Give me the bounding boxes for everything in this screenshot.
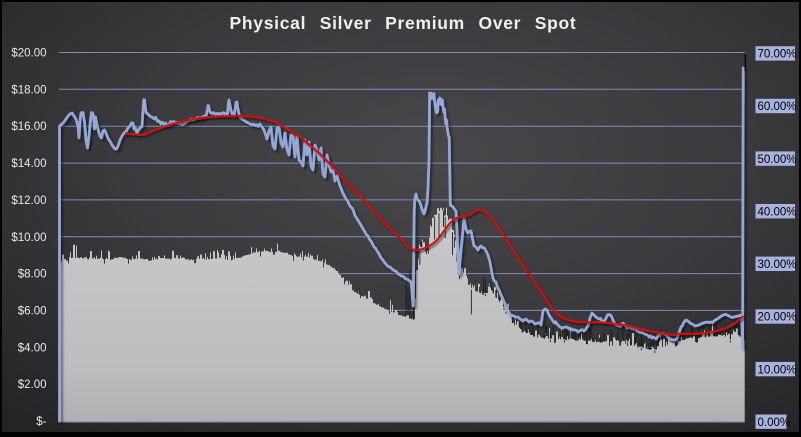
svg-text:0.00%: 0.00% [758, 417, 791, 429]
svg-text:$16.00: $16.00 [11, 121, 46, 133]
svg-text:10.00%: 10.00% [758, 364, 797, 376]
svg-text:$2.00: $2.00 [18, 379, 47, 391]
svg-text:$6.00: $6.00 [18, 305, 47, 317]
svg-text:$20.00: $20.00 [11, 48, 46, 60]
svg-text:Physical Silver Premium Over S: Physical Silver Premium Over Spot [230, 13, 577, 33]
svg-text:$18.00: $18.00 [11, 84, 46, 96]
svg-text:$14.00: $14.00 [11, 158, 46, 170]
svg-text:40.00%: 40.00% [758, 206, 797, 218]
svg-text:70.00%: 70.00% [758, 49, 797, 61]
svg-text:$10.00: $10.00 [11, 232, 46, 244]
svg-text:$8.00: $8.00 [18, 269, 47, 281]
svg-text:$4.00: $4.00 [18, 342, 47, 354]
svg-text:20.00%: 20.00% [758, 312, 797, 324]
svg-text:$12.00: $12.00 [11, 195, 46, 207]
svg-text:60.00%: 60.00% [758, 101, 797, 113]
svg-text:$-: $- [36, 416, 46, 428]
svg-text:50.00%: 50.00% [758, 154, 797, 166]
svg-text:30.00%: 30.00% [758, 259, 797, 271]
